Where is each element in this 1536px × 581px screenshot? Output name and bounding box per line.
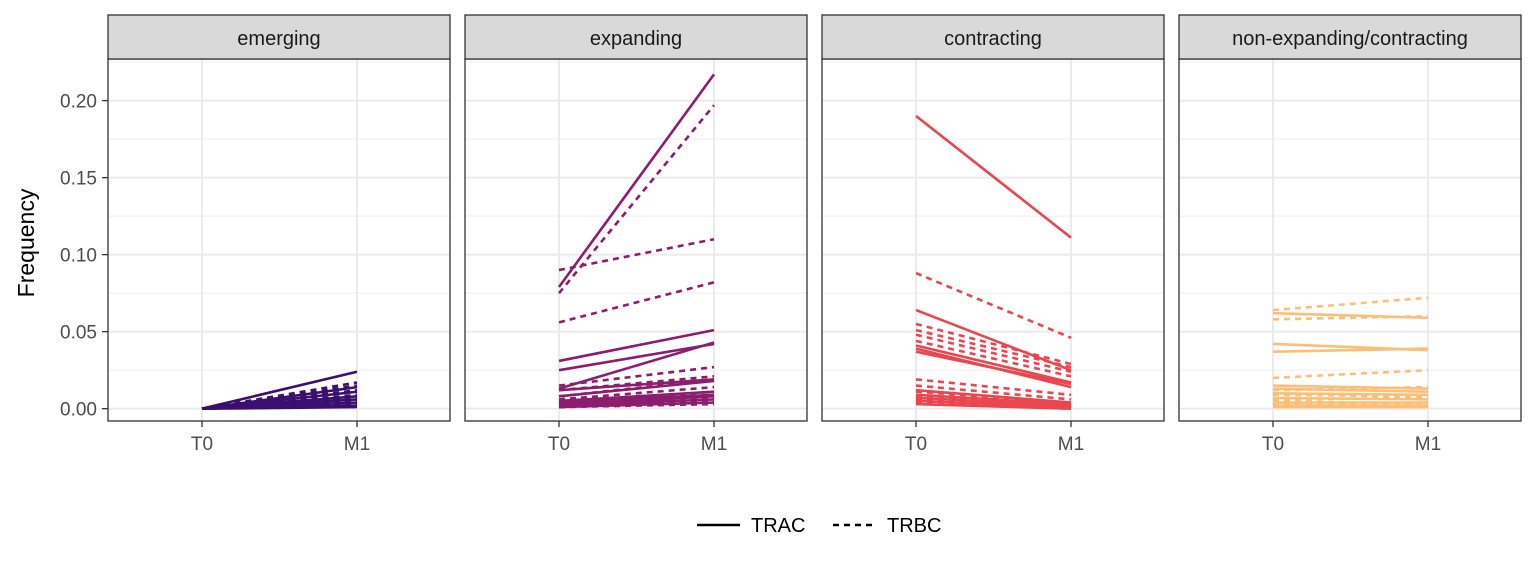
- series-line-trbc: [915, 401, 1072, 410]
- series-line-trbc: [201, 404, 358, 410]
- series-line-trac: [915, 344, 1072, 384]
- series-line-trbc: [915, 398, 1072, 409]
- x-tick-label: M1: [1415, 434, 1441, 455]
- series-line-trbc: [915, 271, 1072, 340]
- x-tick-label: M1: [701, 434, 727, 455]
- series-line-trbc: [1272, 385, 1429, 392]
- panel-background: [108, 59, 450, 421]
- series-line-trbc: [558, 375, 715, 392]
- series-line-trbc: [558, 393, 715, 406]
- series-line-trbc: [915, 328, 1072, 369]
- series-line-trbc: [1272, 393, 1429, 398]
- strip-label: non-expanding/contracting: [1232, 28, 1468, 50]
- series-line-trbc: [1272, 368, 1429, 380]
- panel-background: [1179, 59, 1521, 421]
- x-tick-label: M1: [344, 434, 370, 455]
- series-line-trbc: [557, 104, 716, 294]
- strip-label: contracting: [944, 28, 1042, 50]
- y-tick-label: 0.15: [60, 169, 97, 190]
- series-line-trbc: [558, 396, 715, 407]
- panel-3: contracting T0 M1: [821, 14, 1165, 455]
- series-line-trbc: [915, 339, 1072, 378]
- series-line-trac: [915, 350, 1072, 386]
- series-line-trbc: [558, 390, 715, 404]
- y-tick-label: 0.20: [60, 92, 97, 113]
- y-tick-label: 0.05: [60, 323, 97, 344]
- series-line-trac: [558, 328, 715, 363]
- x-tick-label: T0: [548, 434, 570, 455]
- x-tick-label: T0: [905, 434, 927, 455]
- series-line-trac: [915, 114, 1072, 239]
- strip-label: expanding: [590, 28, 682, 50]
- series-line-trac: [1272, 384, 1429, 390]
- legend-label: TRAC: [751, 515, 805, 537]
- series-line-trbc: [558, 365, 715, 387]
- panel-4: non-expanding/contracting T0 M1: [1178, 14, 1522, 455]
- legend: TRAC TRBC: [697, 515, 941, 537]
- series-line-trbc: [558, 281, 715, 324]
- series-line-trac: [915, 393, 1072, 406]
- panel-background: [822, 59, 1164, 421]
- strip-background: [821, 14, 1165, 60]
- panel-1: emerging T0 M1 0.00 0.05 0.10 0.15 0.20: [60, 14, 451, 455]
- series-line-trbc: [915, 322, 1072, 366]
- series-line-trbc: [915, 384, 1072, 401]
- y-tick-label: 0.00: [60, 400, 97, 421]
- series-line-trbc: [558, 378, 715, 398]
- series-line-trbc: [915, 333, 1072, 373]
- legend-item-trac: TRAC: [697, 515, 805, 537]
- strip-background: [1178, 14, 1522, 60]
- y-axis-title: Frequency: [13, 188, 39, 297]
- series-line-trbc: [558, 237, 715, 272]
- series-line-trbc: [1272, 314, 1429, 321]
- panels-layer: emerging T0 M1 0.00 0.05 0.10 0.15 0.20 expandin…: [60, 14, 1522, 455]
- y-tick-label: 0.10: [60, 246, 97, 267]
- x-tick-label: T0: [1262, 434, 1284, 455]
- series-line-trac: [557, 73, 716, 288]
- series-line-trbc: [915, 390, 1072, 404]
- series-line-trbc: [915, 378, 1072, 397]
- panel-2: expanding T0 M1: [464, 14, 808, 455]
- x-tick-label: T0: [191, 434, 213, 455]
- series-line-trac: [558, 341, 715, 390]
- series-line-trbc: [558, 402, 715, 409]
- x-tick-label: M1: [1058, 434, 1084, 455]
- series-line-trbc: [1272, 399, 1429, 406]
- legend-label: TRBC: [887, 515, 941, 537]
- strip-background: [107, 14, 451, 60]
- strip-background: [464, 14, 808, 60]
- series-line-trbc: [558, 385, 715, 401]
- series-line-trac: [558, 342, 715, 372]
- strip-label: emerging: [237, 28, 320, 50]
- panel-background: [465, 59, 807, 421]
- series-line-trac: [201, 370, 358, 410]
- series-line-trbc: [915, 395, 1072, 407]
- series-line-trac: [1272, 311, 1429, 320]
- legend-item-trbc: TRBC: [833, 515, 941, 537]
- series-line-trbc: [1272, 396, 1429, 401]
- series-line-trac: [1272, 391, 1429, 397]
- series-line-trbc: [1272, 296, 1429, 312]
- series-line-trac: [1272, 347, 1429, 353]
- series-line-trbc: [1272, 402, 1429, 407]
